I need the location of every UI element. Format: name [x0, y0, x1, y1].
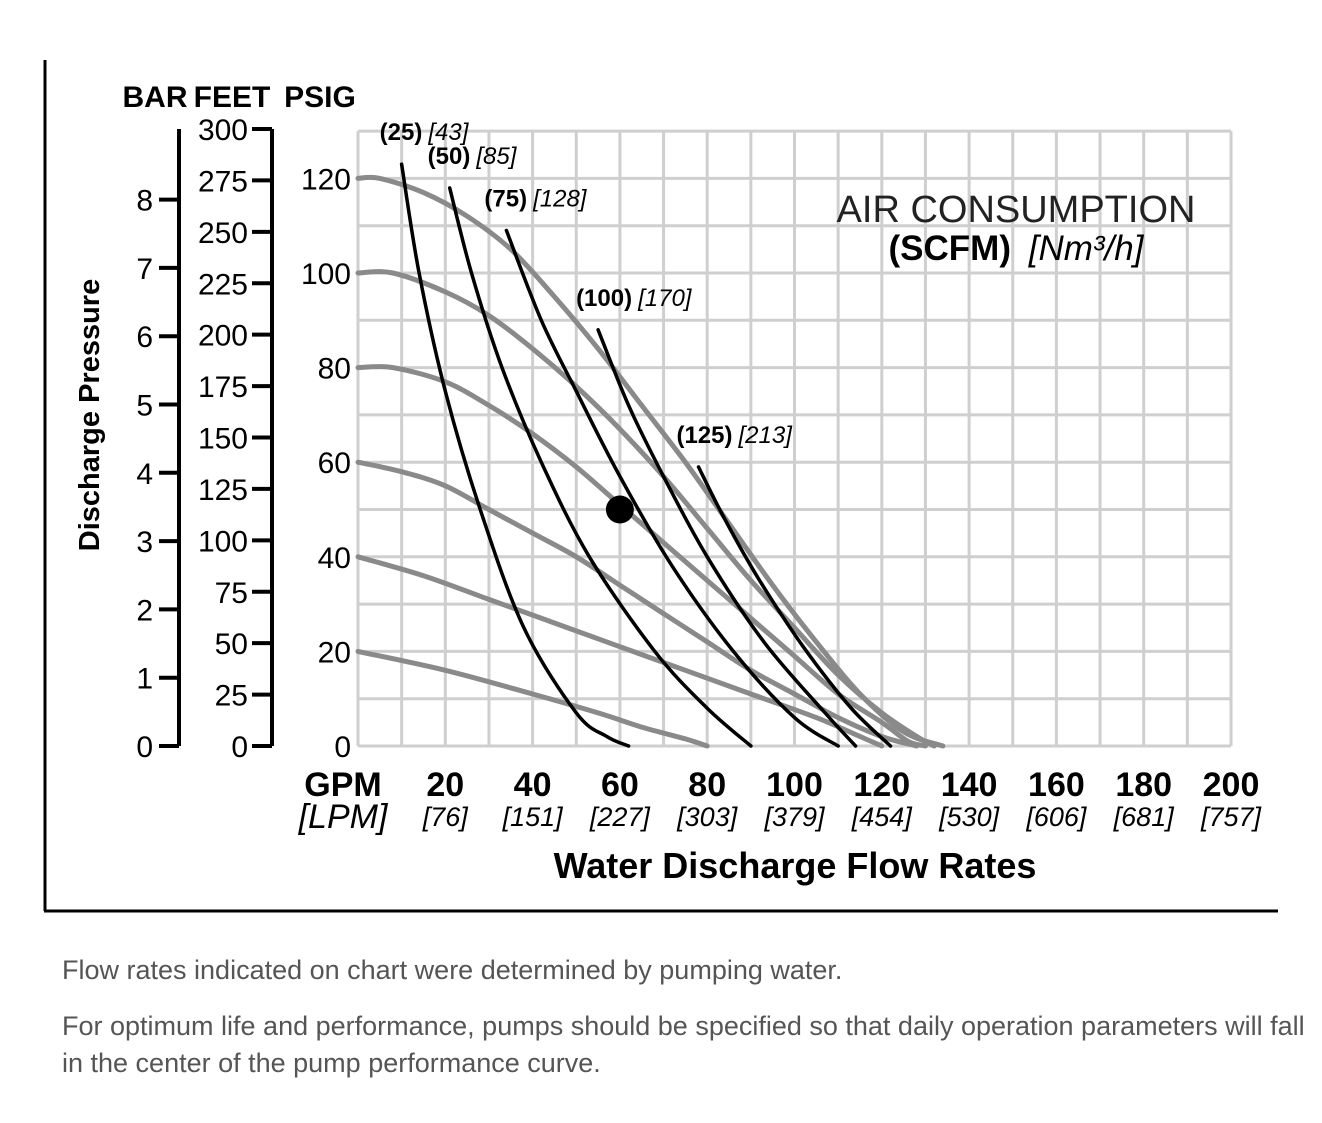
air-curve-label-nm3h: [85]	[475, 143, 517, 170]
air-curve-label-nm3h: [43]	[427, 119, 469, 146]
x-tick-sublabel: [681]	[1113, 802, 1176, 832]
air-curve-label: (125) [213]	[676, 422, 793, 449]
bar-tick-label: 8	[136, 185, 153, 218]
axes: 20[76]40[151]60[227]80[303]100[379]120[4…	[136, 114, 1262, 832]
psig-tick-label: 80	[318, 353, 351, 386]
feet-tick-label: 150	[198, 423, 248, 456]
x-tick-sublabel: [606]	[1025, 802, 1088, 832]
x-tick-sublabel: [303]	[676, 802, 739, 832]
y-axis-title: Discharge Pressure	[74, 279, 106, 551]
air-curve-label-scfm: (125)	[676, 422, 732, 449]
pressure-curve	[355, 174, 946, 749]
pressure-curve	[355, 364, 928, 749]
bar-tick-label: 5	[136, 390, 153, 423]
feet-tick-label: 175	[198, 371, 248, 404]
psig-tick-label: 20	[318, 636, 351, 669]
x-axis-title: Water Discharge Flow Rates	[554, 845, 1037, 886]
feet-tick-label: 125	[198, 474, 248, 507]
air-curve-label: (75) [128]	[484, 185, 587, 212]
psig-tick-label: 0	[334, 731, 351, 764]
x-tick-label: 200	[1203, 766, 1260, 804]
feet-tick-label: 25	[215, 680, 248, 713]
air-consumption-title: AIR CONSUMPTION	[837, 189, 1196, 231]
feet-tick-label: 275	[198, 165, 248, 198]
bar-tick-label: 2	[136, 594, 153, 627]
feet-tick-label: 75	[215, 577, 248, 610]
feet-tick-label: 225	[198, 268, 248, 301]
x-tick-sublabel: [151]	[502, 802, 565, 832]
feet-tick-label: 300	[198, 114, 248, 147]
air-curve	[696, 465, 893, 748]
x-tick-sublabel: [530]	[938, 802, 1001, 832]
bar-axis-title: BAR	[123, 81, 188, 114]
psig-axis-title: PSIG	[284, 81, 356, 114]
air-consumption-units-italic: [Nm³/h]	[1028, 229, 1145, 268]
feet-tick-label: 50	[215, 628, 248, 661]
air-curve-label: (50) [85]	[428, 143, 518, 170]
footnote-flow-rates: Flow rates indicated on chart were deter…	[62, 955, 843, 985]
air-curve-label-nm3h: [213]	[738, 422, 794, 449]
air-curve-label: (100) [170]	[576, 285, 693, 312]
feet-tick-label: 100	[198, 525, 248, 558]
psig-tick-label: 60	[318, 447, 351, 480]
x-unit-primary: GPM	[304, 766, 381, 804]
bar-tick-label: 6	[136, 321, 153, 354]
air-consumption-curves	[399, 162, 893, 748]
x-tick-label: 20	[426, 766, 464, 804]
feet-tick-label: 0	[231, 731, 248, 764]
feet-tick-label: 250	[198, 217, 248, 250]
x-tick-sublabel: [757]	[1200, 802, 1263, 832]
air-curve-label-scfm: (25)	[380, 119, 423, 146]
x-tick-label: 120	[853, 766, 910, 804]
pressure-curve	[355, 459, 920, 749]
psig-tick-label: 100	[301, 258, 351, 291]
footnote-optimum-life: For optimum life and performance, pumps …	[62, 1011, 1305, 1078]
air-curve-label-scfm: (75)	[484, 185, 527, 212]
feet-axis-title: FEET	[194, 81, 271, 114]
operating-point-marker	[605, 495, 634, 524]
air-curve-label: (25) [43]	[380, 119, 470, 146]
air-curve	[504, 228, 840, 748]
air-curve-label-nm3h: [170]	[637, 285, 693, 312]
bar-tick-label: 0	[136, 731, 153, 764]
air-consumption-units: (SCFM) [Nm³/h]	[889, 229, 1145, 268]
psig-tick-label: 40	[318, 542, 351, 575]
feet-tick-label: 200	[198, 320, 248, 353]
air-consumption-units-bold: (SCFM)	[889, 229, 1011, 268]
bar-tick-label: 4	[136, 458, 153, 491]
air-curve	[447, 186, 753, 748]
x-tick-label: 140	[941, 766, 998, 804]
x-tick-label: 100	[766, 766, 823, 804]
air-curve-label-nm3h: [128]	[532, 185, 588, 212]
x-tick-label: 60	[601, 766, 639, 804]
air-curve	[596, 328, 858, 748]
air-curve-label-scfm: (50)	[428, 143, 471, 170]
air-curve-label-scfm: (100)	[576, 285, 632, 312]
x-tick-label: 160	[1028, 766, 1085, 804]
x-tick-sublabel: [76]	[422, 802, 470, 832]
air-curve	[399, 162, 631, 748]
x-tick-sublabel: [454]	[851, 802, 914, 832]
psig-tick-label: 120	[301, 163, 351, 196]
bar-tick-label: 7	[136, 253, 153, 286]
x-tick-label: 180	[1115, 766, 1172, 804]
pressure-curve	[355, 648, 710, 749]
bar-tick-label: 1	[136, 663, 153, 696]
bar-tick-label: 3	[136, 526, 153, 559]
x-tick-label: 80	[688, 766, 726, 804]
pressure-curves	[355, 174, 946, 749]
curve-labels: (25) [43](50) [85] (75) [128] (100) [170] (125)…	[380, 119, 794, 449]
x-tick-label: 40	[514, 766, 552, 804]
x-unit-secondary: [LPM]	[298, 798, 389, 836]
pump-performance-chart: 20[76]40[151]60[227]80[303]100[379]120[4…	[43, 60, 1278, 913]
x-tick-sublabel: [227]	[589, 802, 652, 832]
x-tick-sublabel: [379]	[763, 802, 826, 832]
